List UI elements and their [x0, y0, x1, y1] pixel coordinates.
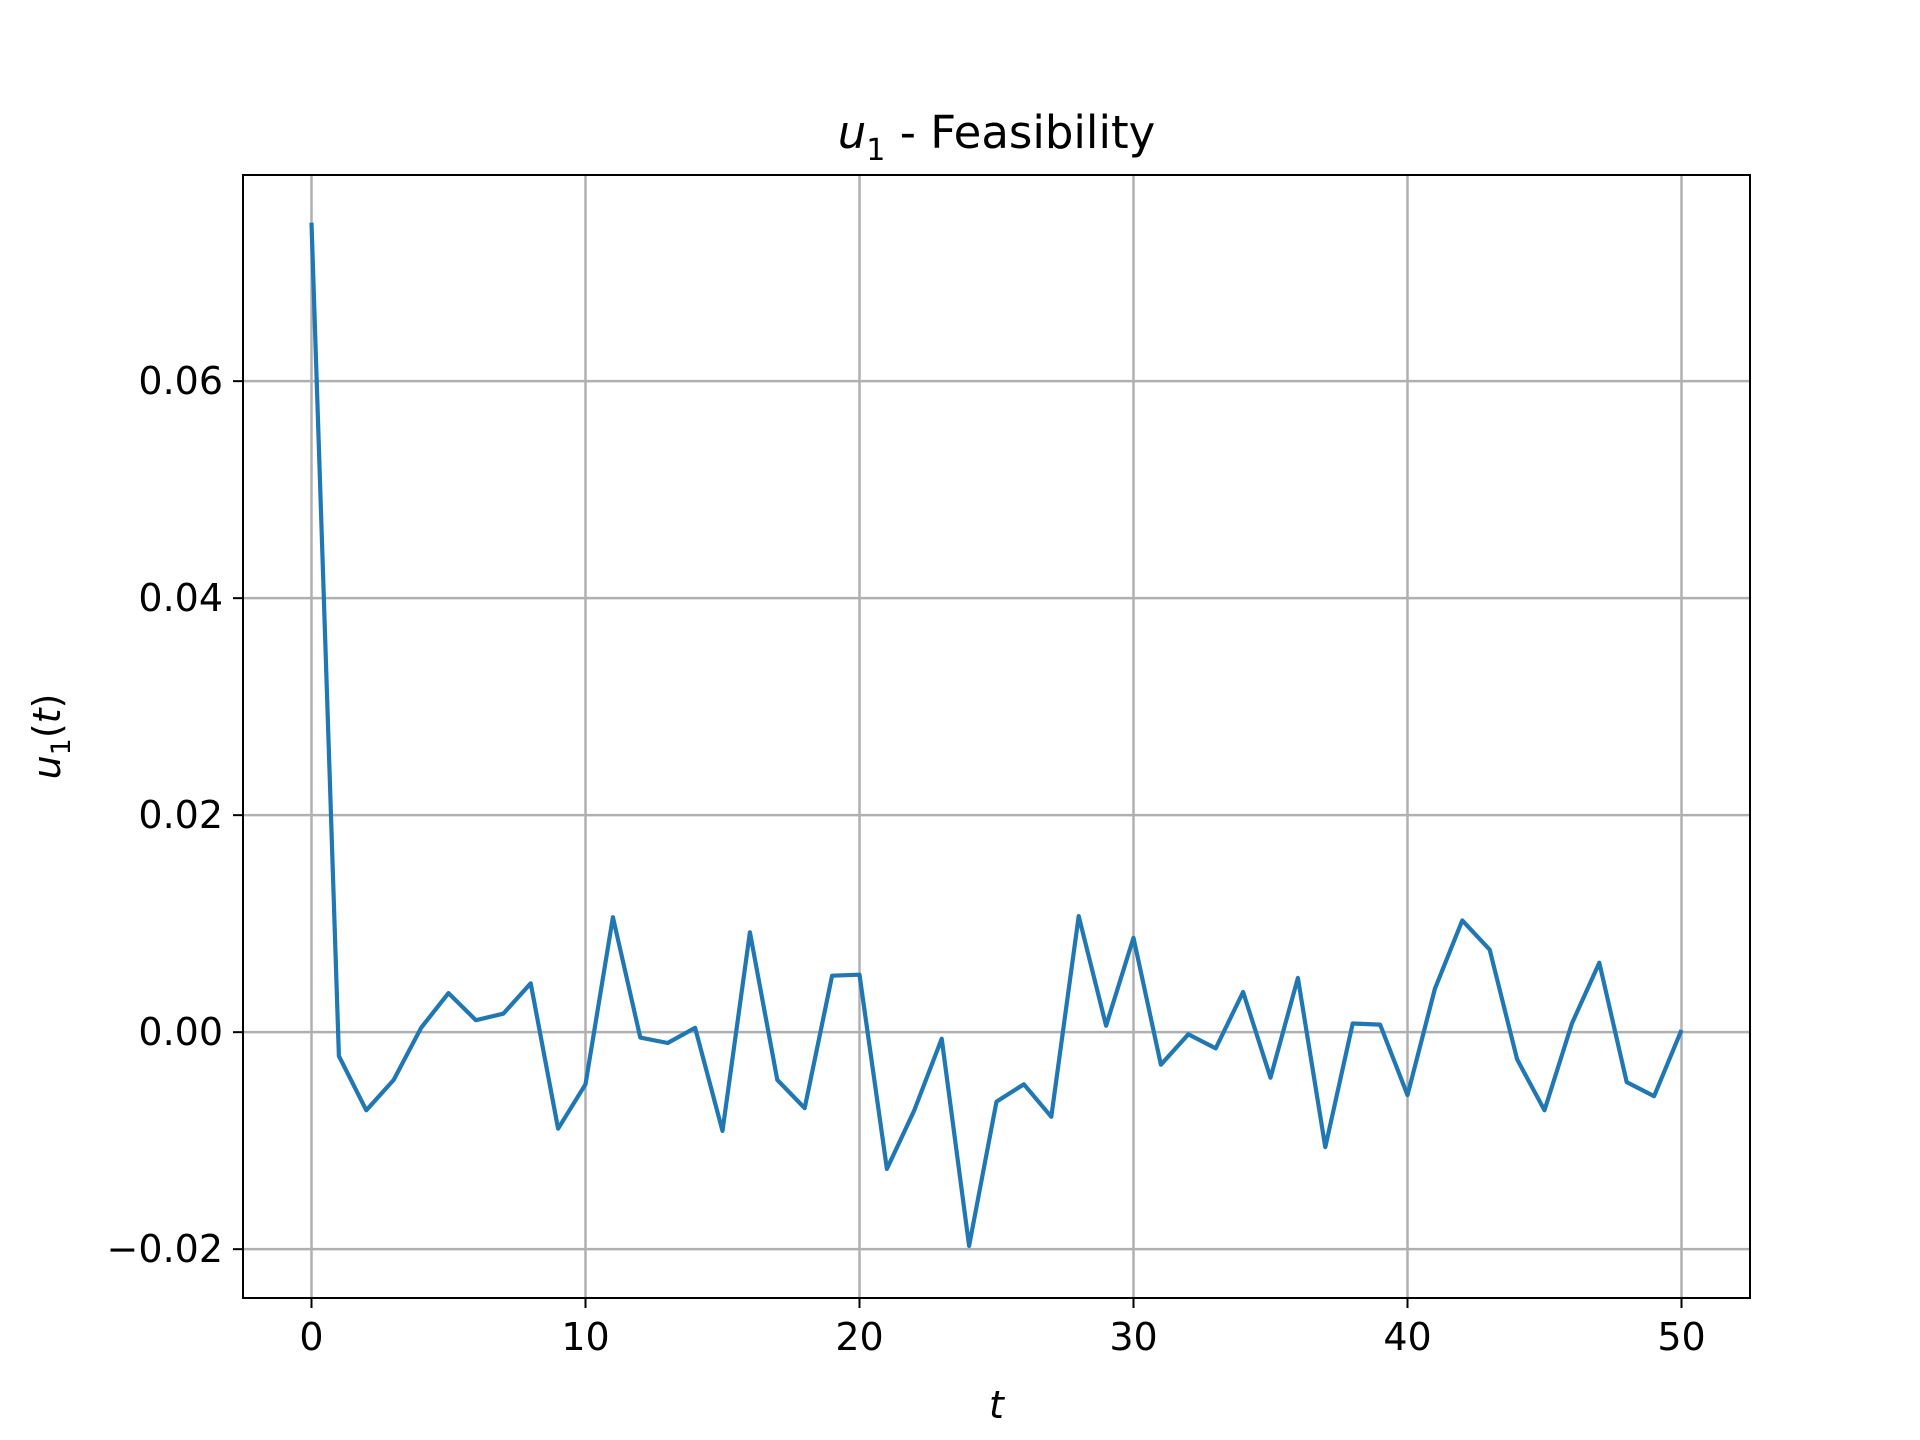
title-subscript: 1 [866, 133, 885, 168]
x-tick-label: 30 [1109, 1315, 1157, 1359]
title-text: - Feasibility [885, 106, 1155, 159]
x-tick-label: 40 [1383, 1315, 1431, 1359]
y-tick-label: 0.00 [138, 1010, 223, 1054]
x-tick-label: 20 [835, 1315, 883, 1359]
y-label-subscript: 1 [46, 738, 77, 755]
y-tick-label: 0.02 [138, 793, 223, 837]
y-tick-label: −0.02 [107, 1227, 223, 1271]
x-tick-label: 50 [1657, 1315, 1705, 1359]
chart-title: u1 - Feasibility [838, 106, 1155, 168]
y-label-rest: (t) [25, 694, 69, 739]
y-axis-label: u1(t) [25, 694, 77, 780]
y-tick-label: 0.06 [138, 359, 223, 403]
ticks: 0 10 20 30 40 50 −0.02 0.00 0.02 0.04 0.06 [107, 359, 1706, 1359]
series-line [309, 222, 1684, 1249]
x-axis-label: t [989, 1383, 1006, 1427]
series-layer [309, 222, 1684, 1249]
y-tick-label: 0.04 [138, 576, 223, 620]
plot-frame [242, 174, 1751, 1299]
grid [243, 175, 1750, 1298]
x-tick-label: 0 [299, 1315, 323, 1359]
x-tick-label: 10 [561, 1315, 609, 1359]
